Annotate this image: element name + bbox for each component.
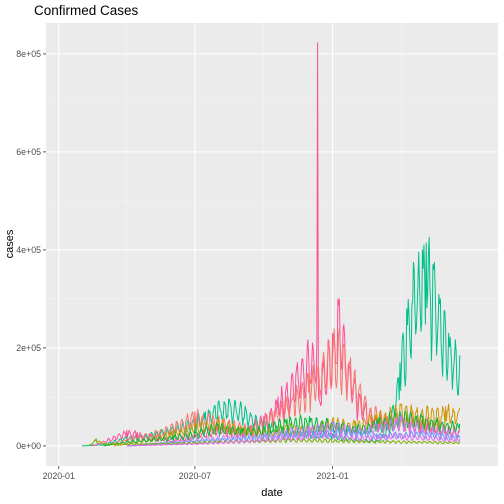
x-tick-label: 2021-01 <box>316 471 348 481</box>
series-line <box>103 410 461 447</box>
x-tick-label: 2020-01 <box>43 471 75 481</box>
series-lines <box>81 42 461 447</box>
y-axis-title: cases <box>4 229 16 258</box>
x-axis-title: date <box>261 487 282 499</box>
plot-panel <box>46 23 498 466</box>
x-tick-label: 2020-07 <box>179 471 211 481</box>
series-line <box>126 430 461 447</box>
y-tick-label: 4e+05 <box>16 245 41 255</box>
series-line <box>88 438 461 447</box>
x-axis: 2020-01 2020-07 2021-01 <box>43 466 349 481</box>
series-line <box>103 327 461 447</box>
y-tick-label: 6e+05 <box>16 147 41 157</box>
series-line <box>126 414 461 447</box>
y-tick-label: 8e+05 <box>16 49 41 59</box>
y-axis: 0e+00 2e+05 4e+05 6e+05 8e+05 <box>16 49 46 451</box>
y-tick-label: 0e+00 <box>16 441 41 451</box>
minor-gridlines <box>46 23 498 466</box>
series-line <box>81 236 461 447</box>
chart-title: Confirmed Cases <box>34 3 139 18</box>
y-tick-label: 2e+05 <box>16 343 41 353</box>
